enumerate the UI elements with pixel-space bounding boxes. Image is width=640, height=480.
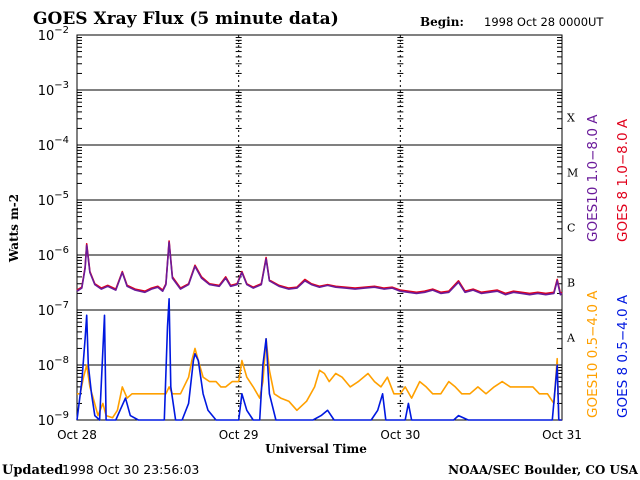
plot-border [76,34,563,421]
x-tick-label: Oct 31 [542,428,582,442]
y-axis-title: Watts m-2 [7,194,21,263]
y-tick-label: 10−2 [38,25,69,44]
credit-text: NOAA/SEC Boulder, CO USA [448,463,639,477]
plot-area [76,34,563,421]
y-tick-label: 10−8 [38,355,69,374]
series-line [76,241,563,296]
y-tick-label: 10−6 [38,245,69,264]
flare-class-label: M [567,167,578,180]
updated-value: 1998 Oct 30 23:56:03 [62,462,199,477]
y-tick-label: 10−5 [38,190,69,209]
y-tick-label: 10−9 [38,410,69,429]
begin-value: 1998 Oct 28 0000UT [484,15,604,29]
legend: GOES10 1.0−8.0 A GOES 8 1.0−8.0 A GOES10 0… [585,114,631,418]
x-tick-label: Oct 30 [380,428,420,442]
flare-class-label: A [566,332,576,345]
y-tick-label: 10−3 [38,80,69,99]
x-tick-label: Oct 28 [57,428,97,442]
legend-entry: GOES 8 1.0−8.0 A [615,118,631,242]
flare-class-label: C [567,222,575,235]
legend-entry: GOES 8 0.5−4.0 A [615,294,631,418]
y-tick-label: 10−7 [38,300,69,319]
x-axis: Oct 28 Oct 29 Oct 30 Oct 31 [57,428,582,442]
series-line [76,297,562,421]
flare-class-label: B [567,277,575,290]
x-axis-title: Universal Time [265,442,367,456]
legend-entry: GOES10 0.5−4.0 A [585,290,601,418]
y-axis: 10−2 10−3 10−4 10−5 10−6 10−7 10−8 10−9 [38,25,69,429]
legend-entry: GOES10 1.0−8.0 A [585,114,601,242]
x-tick-label: Oct 29 [219,428,259,442]
data-series [76,240,563,421]
flare-class-label: X [567,112,575,125]
series-line [76,240,563,295]
y-tick-label: 10−4 [38,135,69,154]
chart-title: GOES Xray Flux (5 minute data) [33,9,339,29]
begin-label: Begin: [420,15,464,29]
series-line [77,337,562,421]
updated-label: Updated [2,463,63,478]
flare-class-labels: X M C B A [566,112,578,345]
